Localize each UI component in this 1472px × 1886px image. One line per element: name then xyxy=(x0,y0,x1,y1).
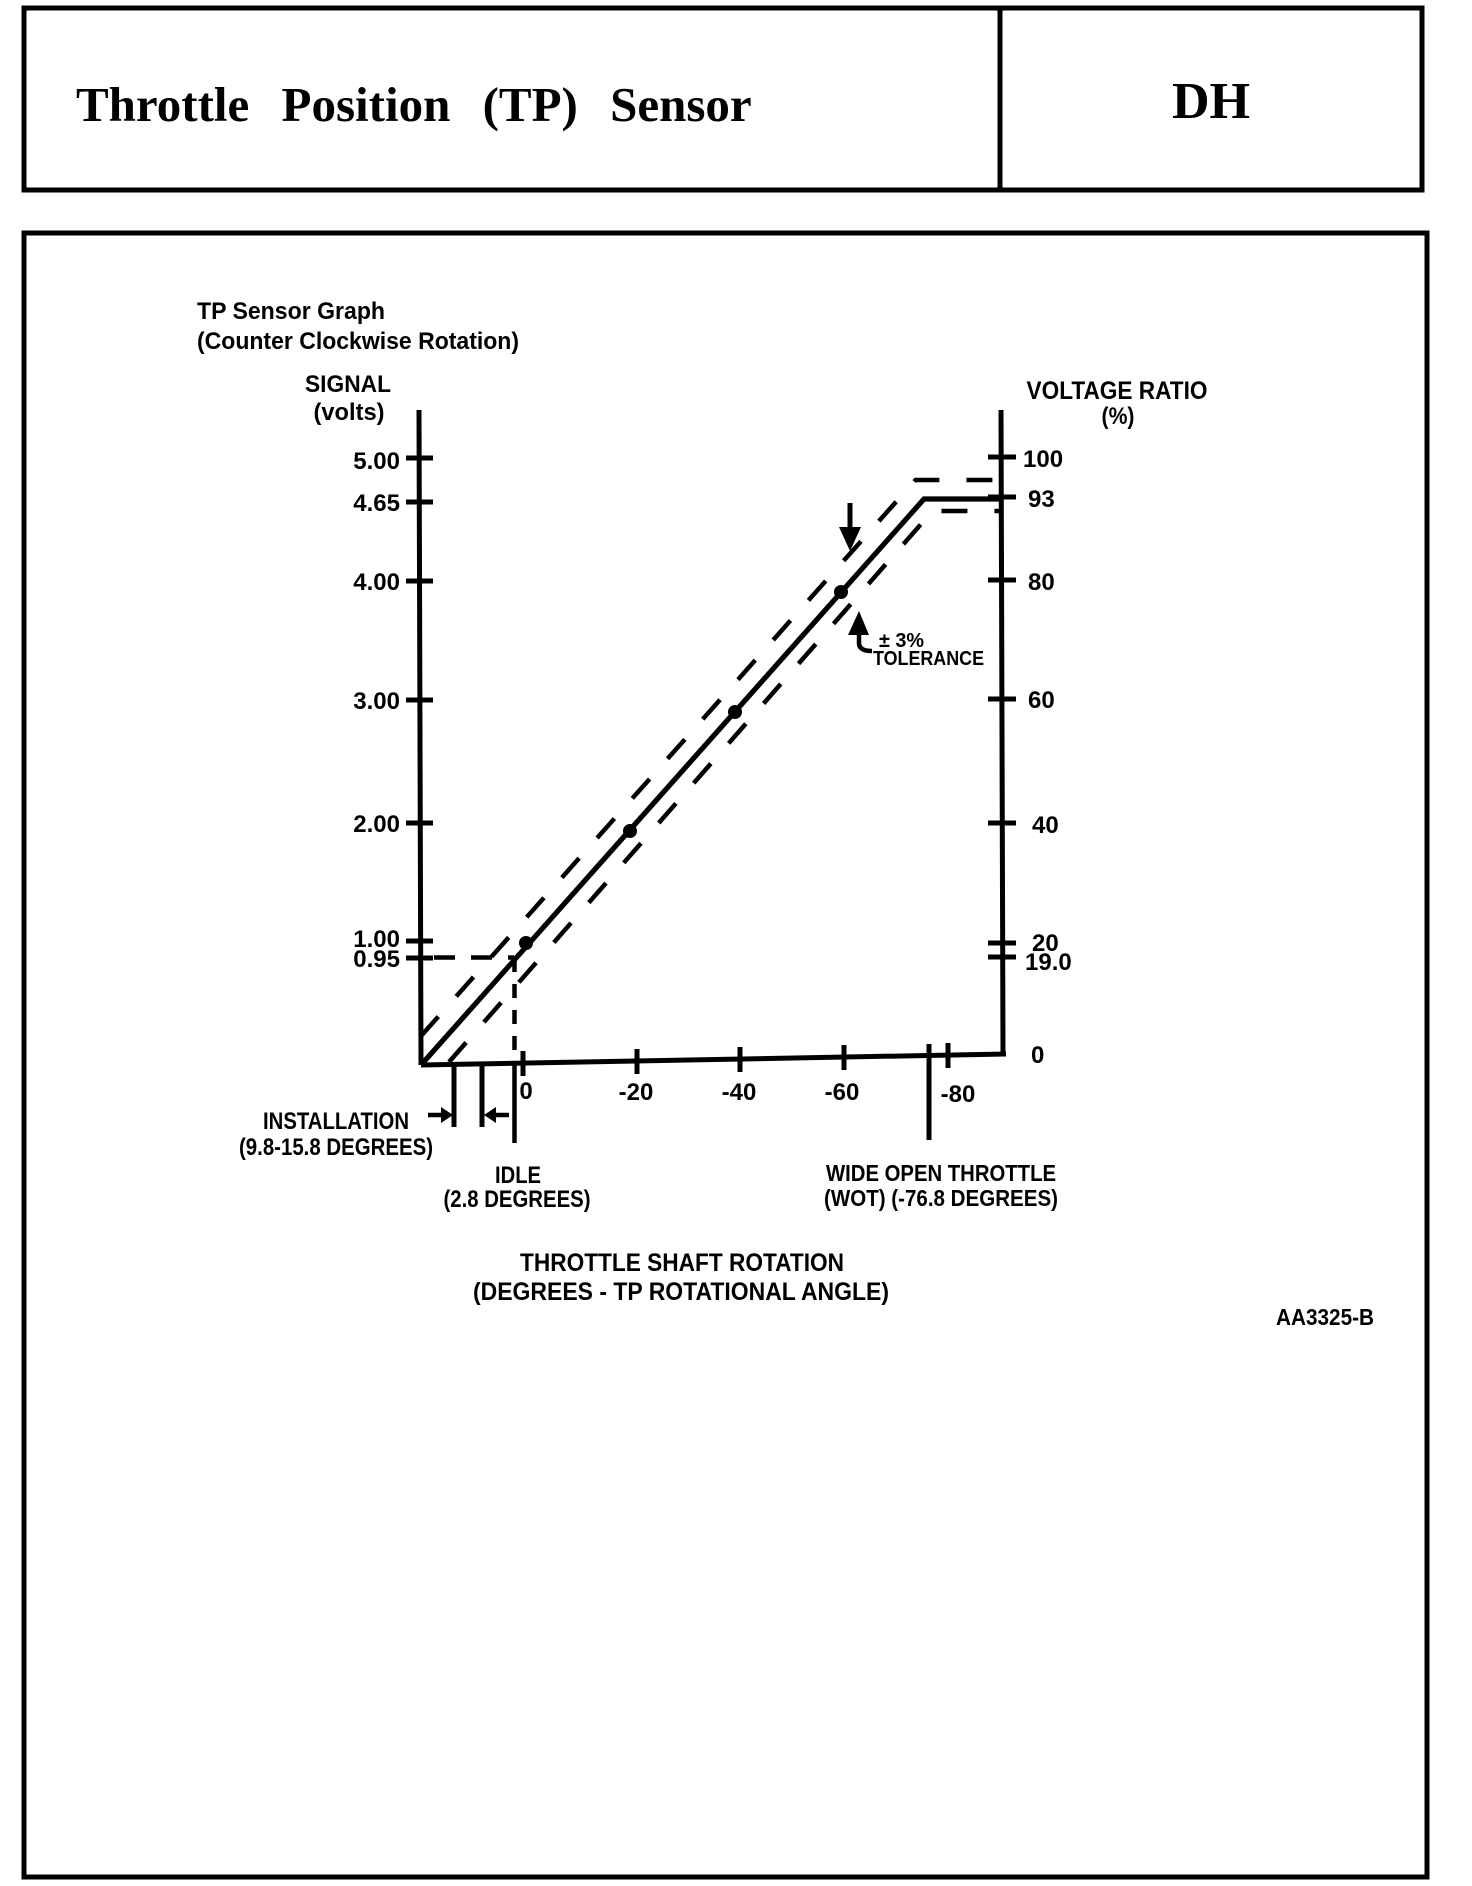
svg-text:VOLTAGE RATIO: VOLTAGE RATIO xyxy=(1027,377,1208,405)
svg-text:± 3%: ± 3% xyxy=(879,629,924,652)
svg-text:TP Sensor Graph: TP Sensor Graph xyxy=(197,298,385,325)
svg-text:(DEGREES - TP ROTATIONAL ANGLE: (DEGREES - TP ROTATIONAL ANGLE) xyxy=(473,1278,889,1306)
svg-text:DH: DH xyxy=(1172,73,1250,130)
svg-text:4.00: 4.00 xyxy=(353,569,400,596)
svg-text:-80: -80 xyxy=(941,1081,976,1108)
svg-text:5.00: 5.00 xyxy=(353,448,400,475)
svg-text:(volts): (volts) xyxy=(314,399,385,426)
svg-text:TOLERANCE: TOLERANCE xyxy=(873,647,984,670)
svg-text:60: 60 xyxy=(1028,687,1055,714)
svg-text:0: 0 xyxy=(519,1078,532,1105)
svg-text:-20: -20 xyxy=(619,1079,654,1106)
svg-text:(9.8-15.8 DEGREES): (9.8-15.8 DEGREES) xyxy=(239,1134,433,1161)
svg-text:1.00: 1.00 xyxy=(353,926,400,953)
svg-text:3.00: 3.00 xyxy=(353,688,400,715)
svg-text:WIDE OPEN THROTTLE: WIDE OPEN THROTTLE xyxy=(826,1160,1056,1186)
svg-text:INSTALLATION: INSTALLATION xyxy=(263,1108,409,1135)
svg-text:IDLE: IDLE xyxy=(495,1162,541,1189)
svg-text:(%): (%) xyxy=(1102,403,1135,430)
svg-text:-60: -60 xyxy=(825,1079,860,1106)
svg-text:(WOT) (-76.8 DEGREES): (WOT) (-76.8 DEGREES) xyxy=(824,1185,1058,1211)
svg-text:SIGNAL: SIGNAL xyxy=(305,371,391,398)
svg-text:AA3325-B: AA3325-B xyxy=(1276,1304,1374,1330)
svg-text:0: 0 xyxy=(1031,1042,1044,1069)
svg-text:40: 40 xyxy=(1032,812,1059,839)
svg-text:THROTTLE SHAFT ROTATION: THROTTLE SHAFT ROTATION xyxy=(520,1249,844,1277)
svg-text:4.65: 4.65 xyxy=(353,490,400,517)
svg-text:80: 80 xyxy=(1028,569,1055,596)
svg-text:Throttle Position (TP) Sensor: Throttle Position (TP) Sensor xyxy=(76,77,752,132)
svg-text:100: 100 xyxy=(1023,446,1063,473)
svg-text:93: 93 xyxy=(1028,486,1055,513)
svg-text:20: 20 xyxy=(1032,930,1059,957)
svg-text:0.95: 0.95 xyxy=(353,946,400,973)
svg-text:19.0: 19.0 xyxy=(1025,949,1072,976)
svg-text:(2.8 DEGREES): (2.8 DEGREES) xyxy=(444,1186,591,1213)
svg-text:-40: -40 xyxy=(722,1079,757,1106)
svg-text:2.00: 2.00 xyxy=(353,811,400,838)
svg-text:(Counter Clockwise Rotation): (Counter Clockwise Rotation) xyxy=(197,328,519,355)
